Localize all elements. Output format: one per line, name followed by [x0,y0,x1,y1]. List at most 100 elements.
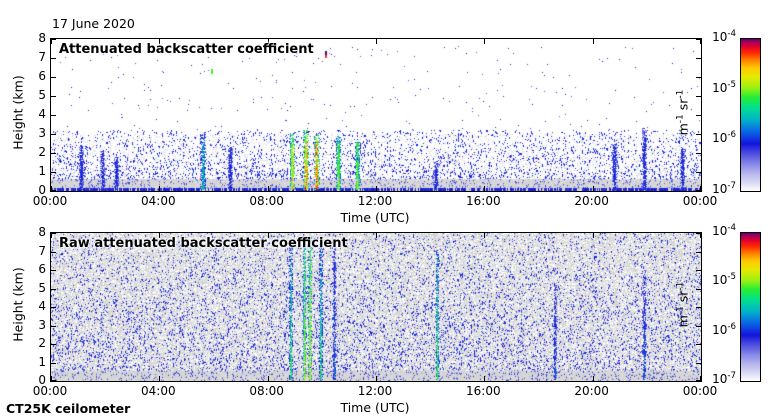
x-tick-mark [51,186,52,191]
x-tick-mark [592,186,594,191]
y-axis-title-bottom: Height (km) [10,267,26,342]
heatmap-canvas-bottom [51,233,701,381]
colorbar-unit-top: m-1 sr-1 [675,89,691,136]
y-tick-mark [696,134,701,135]
x-tick-mark [484,39,486,44]
y-tick-mark [51,134,56,135]
date-label: 17 June 2020 [52,16,135,31]
y-tick-mark [51,325,56,327]
x-tick-mark [267,186,269,191]
colorbar-tick-label: 10-6 [712,130,736,146]
y-tick-mark [696,153,701,154]
colorbar-tick-label: 10-4 [712,223,736,238]
y-tick-mark [51,380,56,381]
x-tick-mark [159,233,161,238]
x-tick-mark [51,376,52,381]
x-tick-mark [267,233,269,238]
x-tick-label: 16:00 [466,384,501,398]
y-tick-label: 1 [38,164,46,178]
y-tick-mark [696,172,701,173]
x-tick-mark [592,39,594,44]
x-tick-mark [700,233,701,238]
y-tick-mark [51,270,56,271]
y-tick-mark [696,233,701,234]
x-tick-label: 16:00 [466,194,501,208]
y-tick-label: 4 [38,299,46,313]
x-tick-mark [376,376,377,381]
colorbar-tick-label: 10-5 [712,272,736,288]
plot-panel-attenuated-backscatter: Attenuated backscatter coefficient [50,38,702,192]
y-tick-label: 5 [38,88,46,102]
y-tick-mark [696,307,701,308]
x-tick-label: 20:00 [574,384,609,398]
y-tick-mark [696,77,701,78]
x-tick-mark [51,39,52,44]
y-tick-label: 6 [38,69,46,83]
x-tick-label: 12:00 [357,384,393,398]
y-tick-label: 2 [38,336,46,350]
y-tick-mark [696,288,701,290]
x-axis-title-top: Time (UTC) [340,210,410,225]
x-tick-mark [592,376,594,381]
colorbar-top [740,38,761,192]
y-tick-mark [51,39,56,40]
y-tick-mark [696,362,701,364]
y-tick-label: 8 [38,225,46,239]
panel-title-bottom: Raw attenuated backscatter coefficient [59,236,348,251]
x-tick-mark [484,186,486,191]
y-tick-mark [696,380,701,381]
y-tick-mark [696,325,701,327]
x-tick-label: 00:00 [32,194,68,208]
y-tick-mark [51,115,56,116]
x-tick-mark [376,39,377,44]
heatmap-canvas-top [51,39,701,191]
y-tick-mark [51,344,56,345]
colorbar-tick-label: 10-6 [712,321,736,337]
colorbar-tick-label: 10-7 [712,181,736,196]
y-tick-mark [51,362,56,364]
y-tick-label: 3 [38,317,46,332]
x-tick-mark [700,376,701,381]
y-tick-mark [51,172,56,173]
plot-panel-raw-attenuated-backscatter: Raw attenuated backscatter coefficient [50,232,702,382]
y-tick-label: 6 [38,262,46,276]
x-tick-mark [376,186,377,191]
y-tick-label: 2 [38,145,46,159]
panel-title-top: Attenuated backscatter coefficient [59,42,314,57]
x-tick-mark [484,233,486,238]
y-tick-mark [51,307,56,308]
colorbar-unit-bottom: m-1 sr-1 [675,281,691,328]
x-tick-label: 08:00 [249,384,284,398]
x-tick-mark [267,39,269,44]
colorbar-ticks-bottom: 10-4 10-5 10-6 10-7 [696,224,736,385]
y-tick-mark [696,39,701,40]
y-tick-label: 7 [38,50,46,64]
y-tick-mark [51,96,56,97]
y-tick-mark [51,153,56,154]
colorbar-tick-label: 10-7 [712,371,736,386]
x-tick-label: 04:00 [141,194,176,208]
y-tick-mark [696,270,701,271]
y-tick-label: 0 [38,373,46,387]
y-tick-mark [696,344,701,345]
y-tick-label: 7 [38,243,46,258]
x-tick-label: 20:00 [574,194,609,208]
instrument-label: CT25K ceilometer [6,401,131,416]
y-tick-mark [51,288,56,290]
x-tick-mark [484,376,486,381]
x-tick-mark [376,233,377,238]
y-tick-mark [51,190,56,191]
y-tick-mark [51,58,56,59]
x-axis-title-bottom: Time (UTC) [340,400,410,415]
y-tick-label: 4 [38,107,46,121]
y-tick-mark [696,115,701,116]
y-tick-label: 8 [38,31,46,45]
y-tick-mark [696,251,701,253]
colorbar-bottom [740,232,761,382]
x-tick-mark [592,233,594,238]
x-tick-mark [51,233,52,238]
y-tick-mark [51,233,56,234]
y-tick-label: 1 [38,354,46,369]
y-axis-title-top: Height (km) [10,75,26,150]
y-axis-bottom: 0 1 2 3 4 5 6 7 8 [26,226,46,386]
